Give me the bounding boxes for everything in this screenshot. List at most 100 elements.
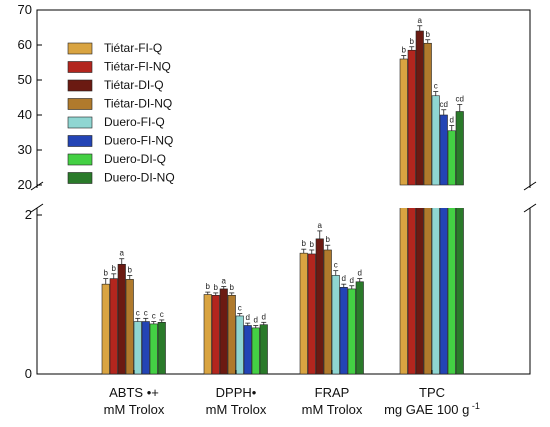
significance-label: b — [230, 283, 235, 292]
bar — [307, 253, 316, 375]
bar — [347, 288, 356, 375]
bar — [315, 238, 324, 375]
y-tick-label: 0 — [25, 366, 32, 381]
legend-swatch — [67, 172, 93, 184]
y-tick-label: 70 — [18, 2, 32, 17]
bar-lower-segment — [415, 204, 424, 375]
significance-label: cd — [440, 100, 448, 109]
significance-label: b — [326, 235, 331, 244]
axis-break-mark — [30, 203, 44, 213]
legend-label: Duero-FI-Q — [104, 115, 165, 129]
category-label: TPC — [419, 385, 445, 400]
bar — [331, 275, 340, 375]
superscript: -1 — [469, 401, 480, 411]
bar-lower-segment — [407, 204, 416, 375]
bar-lower-segment — [399, 204, 408, 375]
bar — [203, 294, 212, 375]
category-label: FRAP — [315, 385, 350, 400]
legend-label: Tiétar-DI-Q — [104, 78, 164, 92]
bar — [339, 287, 348, 375]
legend-label: Duero-FI-NQ — [104, 134, 173, 148]
significance-label: b — [214, 283, 219, 292]
significance-label: b — [402, 46, 407, 55]
bar — [447, 130, 456, 186]
bar — [133, 321, 142, 375]
significance-label: c — [136, 308, 140, 317]
legend-swatch — [67, 79, 93, 92]
significance-label: b — [112, 264, 117, 273]
legend-swatch — [67, 42, 93, 55]
significance-label: c — [434, 82, 438, 91]
significance-label: b — [104, 269, 109, 278]
legend: Tiétar-FI-Q Tiétar-FI-NQ Tiétar-DI-Q Tiétar… — [67, 41, 175, 185]
significance-label: c — [334, 261, 338, 270]
significance-label: a — [222, 277, 227, 286]
bar — [109, 278, 118, 375]
bar — [355, 281, 364, 375]
category-unit-label: mM Trolox — [104, 402, 165, 417]
significance-label: c — [238, 304, 242, 313]
legend-swatch — [67, 116, 93, 129]
legend-label: Tiétar-FI-NQ — [104, 60, 171, 74]
significance-label: b — [310, 240, 315, 249]
y-tick-label: 40 — [18, 107, 32, 122]
significance-label: cd — [456, 95, 464, 104]
significance-label: a — [120, 249, 125, 258]
axis-break-mark — [30, 181, 44, 191]
bar-lower-segment — [439, 204, 448, 375]
y-tick-label: 30 — [18, 142, 32, 157]
bar-lower-segment — [431, 204, 440, 375]
bar — [157, 322, 166, 375]
bar — [423, 42, 432, 186]
category-label: ABTS •+ — [109, 385, 159, 400]
category-unit-label: mg GAE 100 g -1 — [384, 401, 480, 417]
bar — [243, 325, 252, 375]
bar — [407, 49, 416, 186]
bar-lower-segment — [455, 204, 464, 375]
y-tick-label: 20 — [18, 177, 32, 192]
bar-lower-segment — [447, 204, 456, 375]
significance-label: d — [262, 312, 266, 321]
significance-label: c — [144, 308, 148, 317]
bar — [117, 263, 126, 375]
bar — [259, 324, 268, 375]
significance-label: b — [410, 37, 415, 46]
bar — [219, 288, 228, 375]
bar — [251, 327, 260, 375]
bar — [227, 294, 236, 375]
bar — [149, 323, 158, 375]
significance-label: c — [160, 310, 164, 319]
legend-label: Duero-DI-NQ — [104, 171, 175, 185]
significance-label: d — [254, 316, 258, 325]
category-unit-label: mM Trolox — [302, 402, 363, 417]
bar — [235, 315, 244, 375]
bar — [431, 95, 440, 186]
legend-swatch — [67, 98, 93, 110]
significance-label: a — [418, 16, 423, 25]
category-label: DPPH• — [216, 385, 257, 400]
significance-label: d — [350, 276, 354, 285]
y-tick-label: 50 — [18, 72, 32, 87]
significance-label: c — [152, 312, 156, 321]
axis-break-mark — [523, 181, 537, 191]
category-unit-label: mM Trolox — [206, 402, 267, 417]
significance-label: a — [318, 221, 323, 230]
y-axis-ticks: 20 30 40 50 60 70 0 2 — [18, 2, 42, 381]
bar — [455, 111, 464, 186]
significance-label: d — [342, 274, 346, 283]
axis-break-gap — [31, 188, 536, 208]
significance-label: d — [450, 116, 454, 125]
legend-label: Tiétar-DI-NQ — [104, 97, 172, 111]
bar — [141, 321, 150, 375]
bar — [323, 249, 332, 375]
x-axis-categories: ABTS •+ mM Trolox DPPH• mM Trolox FRAP mM Tro… — [104, 370, 480, 417]
significance-label: b — [426, 30, 431, 39]
legend-swatch — [67, 153, 93, 166]
axis-break-layer — [30, 181, 537, 213]
legend-label: Tiétar-FI-Q — [104, 41, 162, 55]
significance-label: b — [206, 282, 211, 291]
y-tick-label: 2 — [25, 207, 32, 222]
bar — [211, 294, 220, 375]
